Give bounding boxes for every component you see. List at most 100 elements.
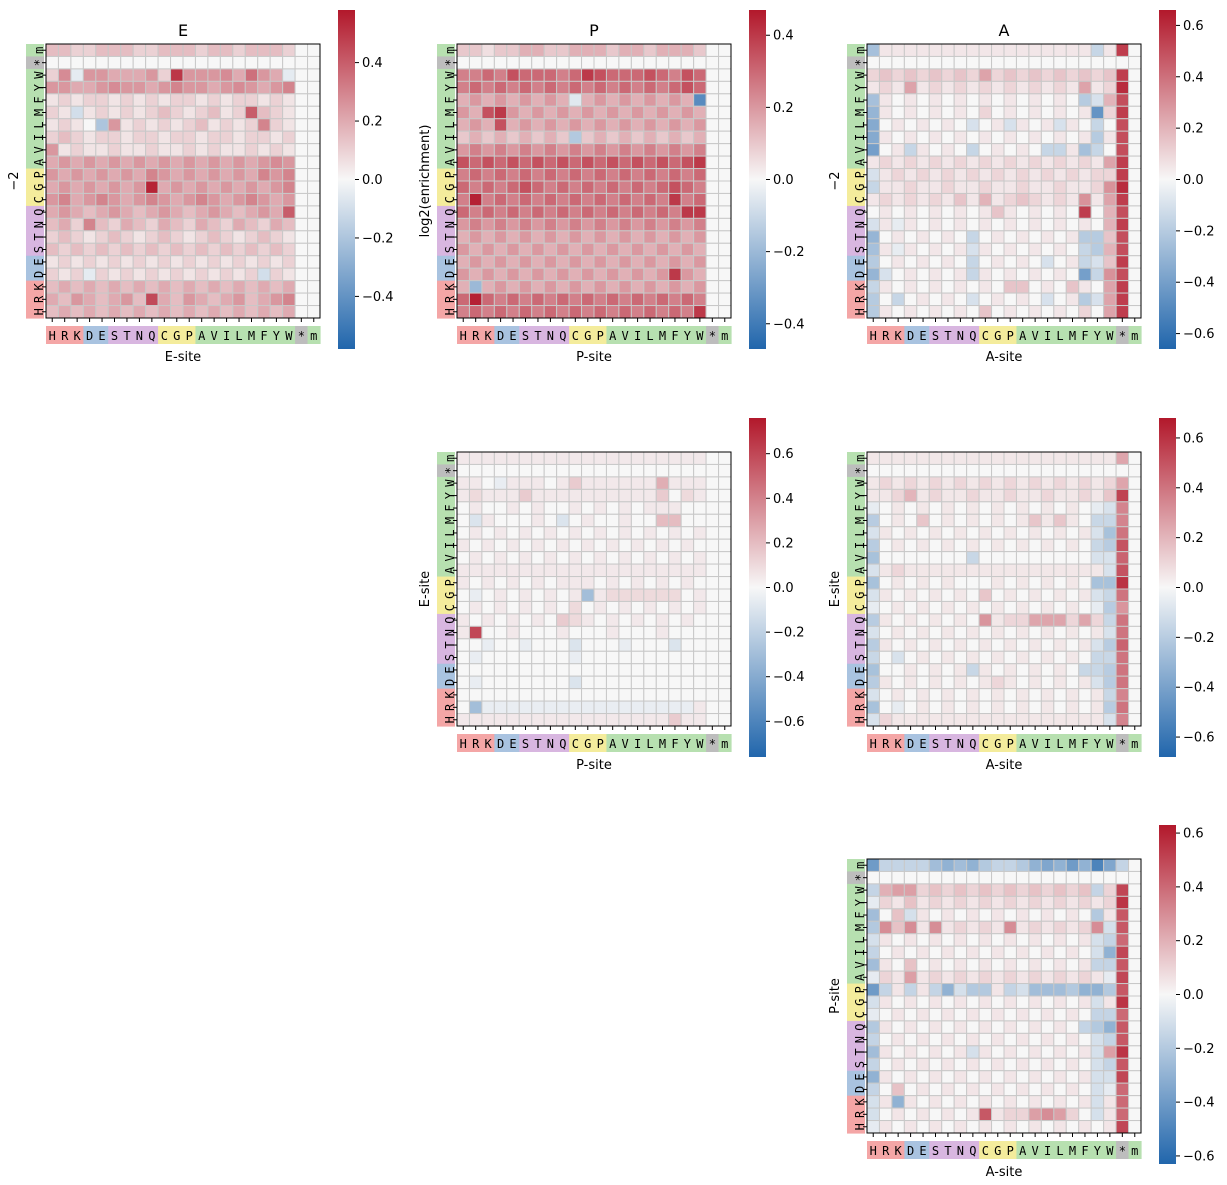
heatmap-cell (82, 242, 97, 257)
heatmap-cell (1053, 93, 1067, 107)
x-tick-label: D (907, 329, 914, 343)
heatmap-cell (903, 130, 918, 145)
heatmap-cell (282, 143, 296, 157)
heatmap-cell (1053, 305, 1067, 319)
heatmap-cell (705, 168, 720, 182)
y-tick-label: F (32, 96, 46, 103)
heatmap-cell (1015, 1007, 1030, 1022)
heatmap-cell (928, 192, 943, 207)
heatmap-cell (182, 143, 196, 157)
heatmap-cell (493, 476, 508, 490)
heatmap-cell (705, 551, 720, 565)
heatmap-cell (568, 217, 583, 232)
y-tick-label: * (443, 59, 457, 66)
heatmap-cell (891, 80, 905, 95)
heatmap-cell (1090, 180, 1105, 194)
y-tick-bg (437, 293, 455, 307)
heatmap-cell (468, 526, 483, 540)
heatmap-cell (1053, 1082, 1067, 1097)
colorbar-tick-label: 0.0 (773, 173, 794, 188)
x-tick-bg (1004, 1141, 1018, 1159)
heatmap-cell (941, 168, 955, 182)
x-tick-bg (594, 326, 608, 344)
heatmap-cell (493, 43, 508, 57)
heatmap-cell (953, 650, 968, 665)
heatmap-cell (643, 576, 657, 590)
heatmap-cell (630, 55, 645, 70)
heatmap-cell (1040, 713, 1055, 727)
heatmap-cell (1053, 267, 1067, 282)
x-tick-bg (1091, 1141, 1105, 1159)
heatmap-cell (531, 155, 545, 170)
heatmap-cell (1078, 1082, 1092, 1097)
heatmap-cell (1028, 1120, 1042, 1134)
heatmap-cell (928, 55, 943, 70)
heatmap-cell (568, 192, 583, 207)
x-tick-label: S (932, 1144, 939, 1158)
heatmap-cell (878, 242, 893, 257)
heatmap-cell (916, 230, 930, 244)
heatmap-cell (194, 43, 209, 57)
heatmap-cell (481, 538, 495, 553)
heatmap-cell (866, 1032, 880, 1047)
heatmap-cell (506, 242, 520, 257)
heatmap-cell (953, 55, 968, 70)
heatmap-cell (891, 945, 905, 960)
heatmap-cell (107, 55, 122, 70)
heatmap-cell (107, 105, 122, 120)
heatmap-cell (953, 130, 968, 145)
heatmap-cell (57, 155, 72, 170)
heatmap-cell (1003, 995, 1017, 1009)
heatmap-cell (618, 625, 632, 640)
heatmap-cell (543, 675, 558, 690)
heatmap-cell (630, 93, 645, 107)
heatmap-cell (1003, 538, 1017, 553)
heatmap-cell (132, 217, 147, 232)
heatmap-cell (145, 192, 159, 207)
heatmap-cell (1040, 43, 1055, 57)
heatmap-cell (718, 663, 732, 677)
x-tick-bg (481, 734, 495, 752)
heatmap-cell (1065, 1095, 1080, 1109)
y-tick-bg (847, 118, 865, 132)
colorbar (1159, 10, 1176, 349)
heatmap-cell (953, 538, 968, 553)
heatmap-cell (581, 538, 595, 553)
heatmap-cell (543, 538, 558, 553)
heatmap-cell (1028, 858, 1042, 872)
x-tick-label: V (1032, 737, 1039, 751)
heatmap-cell (655, 292, 670, 307)
heatmap-cell (194, 242, 209, 257)
x-tick-label: W (696, 737, 704, 751)
heatmap-cell (120, 305, 134, 319)
heatmap-cell (941, 93, 955, 107)
heatmap-cell (82, 55, 97, 70)
heatmap-cell (70, 155, 84, 170)
heatmap-cell (157, 68, 172, 82)
heatmap-cell (991, 130, 1005, 145)
heatmap-cell (307, 118, 321, 132)
heatmap-cell (82, 180, 97, 194)
heatmap-cell (978, 488, 993, 503)
heatmap-cell (1103, 1070, 1117, 1084)
heatmap-cell (891, 488, 905, 503)
x-tick-label: V (622, 329, 629, 343)
heatmap-cell (891, 192, 905, 207)
y-tick-bg (26, 168, 44, 182)
heatmap-cell (903, 908, 918, 922)
heatmap-cell (481, 180, 495, 194)
heatmap-cell (866, 168, 880, 182)
heatmap-cell (916, 501, 930, 515)
heatmap-cell (294, 105, 309, 120)
heatmap-cell (605, 463, 620, 478)
heatmap-cell (643, 501, 657, 515)
heatmap-cell (668, 538, 682, 553)
heatmap-cell (891, 93, 905, 107)
heatmap-cell (618, 551, 632, 565)
heatmap-cell (232, 105, 246, 120)
heatmap-cell (1128, 68, 1142, 82)
heatmap-cell (891, 1045, 905, 1059)
heatmap-cell (269, 230, 284, 244)
heatmap-cell (928, 43, 943, 57)
x-tick-bg (879, 1141, 893, 1159)
